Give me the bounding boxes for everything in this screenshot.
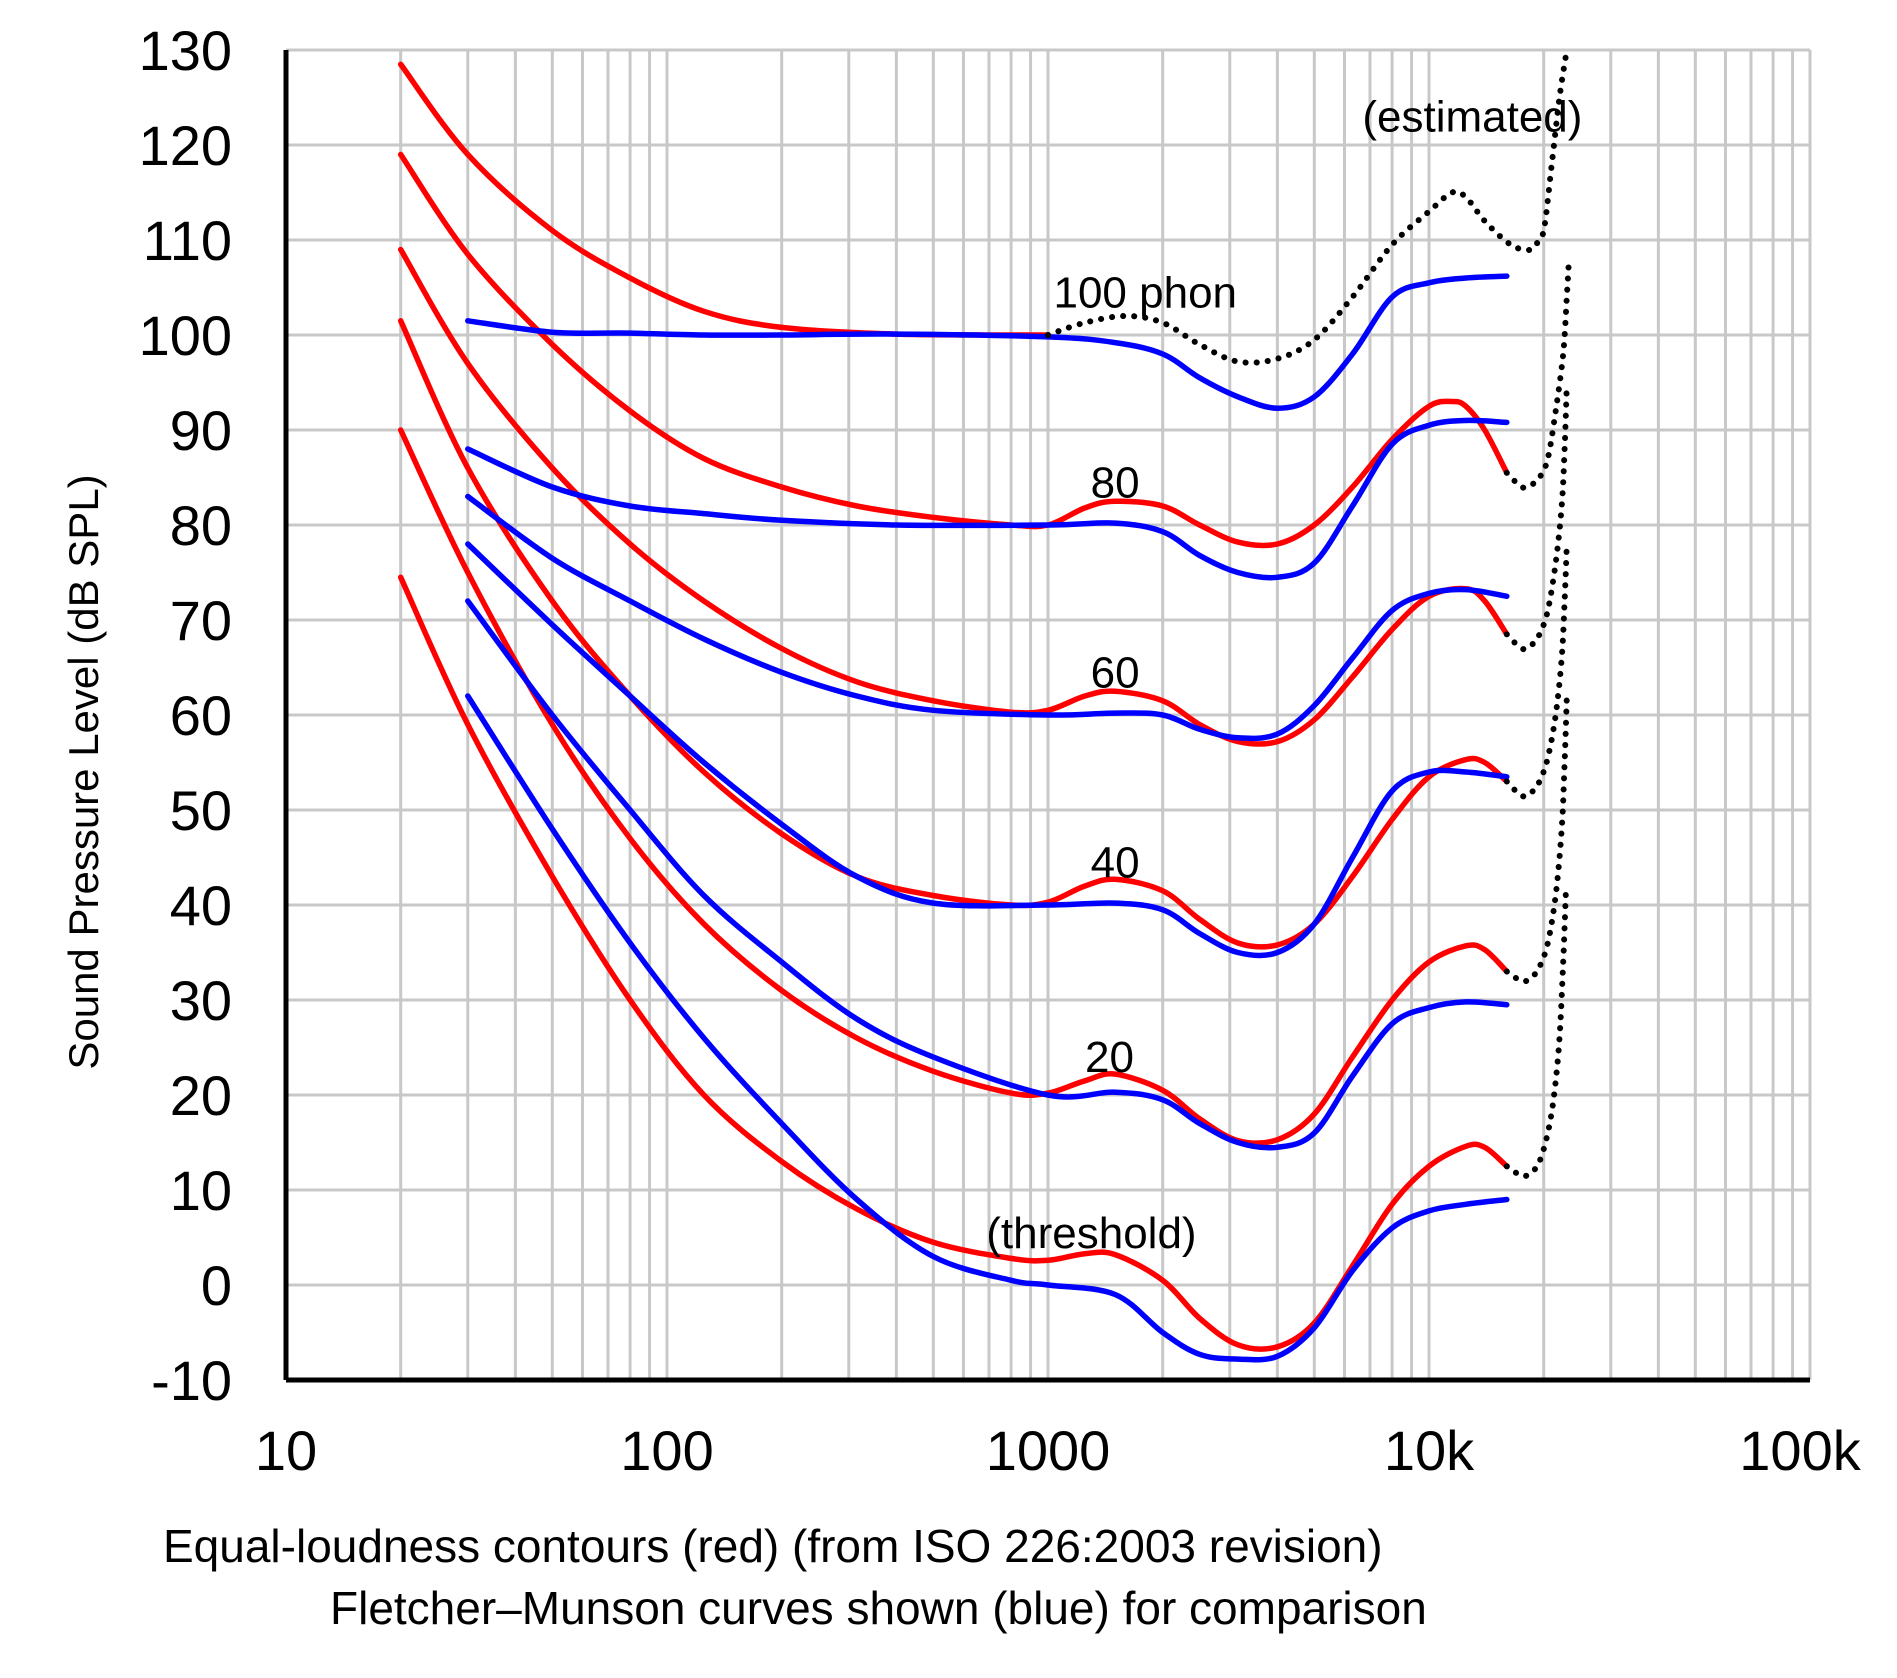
series-line-0 [397,61,1051,338]
x-tick-labels: 10 100 1000 10k 100k [255,1419,1862,1482]
y-tick-label: 50 [170,779,232,842]
y-tick-label: 10 [170,1159,232,1222]
y-tick-labels: -10 0 10 20 30 40 50 60 70 80 90 100 110 120 130 [139,19,232,1412]
estimated-dotted-line-14 [1503,379,1570,653]
estimated-dotted-line-16 [1503,693,1570,985]
curve-annotation: 60 [1091,648,1140,697]
curve-annotation: 80 [1091,458,1140,507]
y-tick-label: 20 [170,1064,232,1127]
y-tick-label: -10 [151,1349,232,1412]
series-line-11 [465,693,1510,1363]
caption-line-2: Fletcher–Munson curves shown (blue) for … [330,1582,1427,1634]
curve-annotation: 100 phon [1053,268,1237,317]
caption-line-1: Equal-loudness contours (red) (from ISO … [163,1520,1383,1572]
y-axis-label: Sound Pressure Level (dB SPL) [60,474,107,1069]
y-tick-label: 130 [139,19,232,82]
curve-annotation: (threshold) [986,1209,1196,1258]
y-tick-label: 120 [139,114,232,177]
curve-annotations: (estimated) 100 phon 80 60 40 20 (threshold) [986,93,1582,1258]
estimated-dotted-line-12 [1045,47,1570,366]
estimated-dotted-line-15 [1503,541,1570,800]
series-line-9 [465,541,1510,959]
series-line-10 [465,598,1510,1151]
series-line-7 [465,417,1510,581]
curve-annotation: 20 [1085,1033,1134,1082]
series-lines [397,47,1572,1363]
y-tick-label: 60 [170,684,232,747]
estimated-dotted-line-13 [1503,256,1572,491]
series-line-6 [465,273,1510,411]
y-tick-label: 110 [143,209,232,272]
y-tick-label: 100 [139,304,232,367]
series-line-5 [397,574,1510,1352]
y-tick-label: 0 [201,1254,232,1317]
y-tick-label: 70 [170,589,232,652]
x-tick-label: 100k [1739,1419,1861,1482]
series-line-2 [397,246,1510,747]
y-tick-label: 40 [170,874,232,937]
series-line-4 [397,427,1510,1146]
y-tick-label: 30 [170,969,232,1032]
series-line-8 [465,493,1510,742]
x-tick-label: 10 [255,1419,317,1482]
x-tick-label: 1000 [986,1419,1111,1482]
y-tick-label: 80 [170,494,232,557]
estimated-dotted-line-17 [1503,883,1570,1180]
x-tick-label: 10k [1384,1419,1475,1482]
curve-annotation: 40 [1091,838,1140,887]
series-line-1 [397,151,1510,549]
x-tick-label: 100 [620,1419,713,1482]
y-tick-label: 90 [170,399,232,462]
curve-annotation: (estimated) [1362,93,1582,142]
